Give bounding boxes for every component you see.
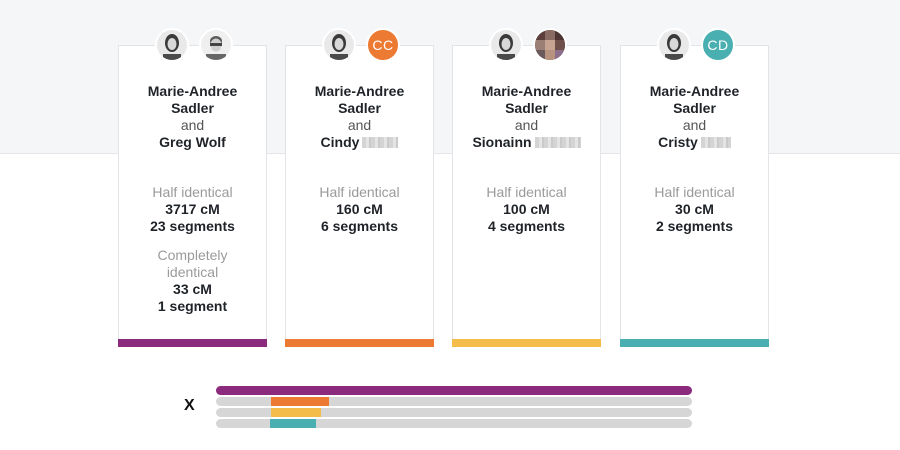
shared-segment-1-1 [216, 386, 692, 395]
match-names: Marie-Andree Sadler and Greg Wolf [123, 83, 262, 151]
avatar-marie-andree [322, 28, 356, 62]
avatar-marie-andree [155, 28, 189, 62]
card-accent-bar [118, 339, 267, 347]
half-identical-label: Half identical [486, 184, 567, 200]
sharing-stats: Half identical 3717 cM 23 segments Compl… [123, 184, 262, 315]
half-identical-cm: 160 cM [336, 201, 383, 217]
person1-name-line1: Marie-Andree [147, 83, 238, 99]
person2-name-row: Cindy [290, 134, 429, 151]
avatar-pair: CC [286, 28, 433, 64]
redacted-surname [700, 137, 731, 148]
avatar-initials-cc: CC [366, 28, 400, 62]
completely-identical-segments: 1 segment [157, 298, 228, 314]
conjunction: and [514, 117, 539, 133]
shared-segment-4-1 [269, 419, 316, 428]
match-card-greg-wolf[interactable]: Marie-Andree Sadler and Greg Wolf Half i… [118, 28, 267, 347]
match-names: Marie-Andree Sadler and Cindy [290, 83, 429, 151]
person1-name-line2: Sadler [171, 100, 214, 116]
card-accent-bar [452, 339, 601, 347]
match-card-cindy[interactable]: CC Marie-Andree Sadler and Cindy Half id… [285, 28, 434, 347]
completely-identical-cm: 33 cM [173, 281, 212, 297]
chromosome-track-3 [216, 408, 692, 417]
avatar-pixelated-photo [533, 28, 567, 62]
half-identical-label: Half identical [152, 184, 233, 200]
shared-segment-2-1 [270, 397, 329, 406]
card-accent-bar [285, 339, 434, 347]
half-identical-segments: 2 segments [655, 218, 734, 234]
chromosome-track-1 [216, 386, 692, 395]
completely-identical-label-line1: Completely [157, 247, 228, 263]
avatar-pair [453, 28, 600, 64]
avatar-pair: CD [621, 28, 768, 64]
half-identical-cm: 100 cM [503, 201, 550, 217]
sharing-stats: Half identical 30 cM 2 segments [625, 184, 764, 235]
person2-name: Sionainn [472, 134, 532, 150]
person2-name-row: Sionainn [457, 134, 596, 151]
half-identical-cm: 3717 cM [165, 201, 220, 217]
person1-name-line2: Sadler [338, 100, 381, 116]
person1-name-line1: Marie-Andree [481, 83, 572, 99]
redacted-surname [534, 137, 581, 148]
completely-identical-label-line2: identical [166, 264, 219, 280]
half-identical-label: Half identical [654, 184, 735, 200]
match-card-cristy[interactable]: CD Marie-Andree Sadler and Cristy Half i… [620, 28, 769, 347]
person2-name: Cindy [320, 134, 360, 150]
conjunction: and [682, 117, 707, 133]
redacted-surname [362, 137, 399, 148]
chromosome-track-4 [216, 419, 692, 428]
conjunction: and [180, 117, 205, 133]
match-names: Marie-Andree Sadler and Cristy [625, 83, 764, 151]
person2-name: Greg Wolf [159, 134, 226, 150]
sharing-stats: Half identical 100 cM 4 segments [457, 184, 596, 235]
person1-name-line1: Marie-Andree [649, 83, 740, 99]
conjunction: and [347, 117, 372, 133]
chromosome-track-2 [216, 397, 692, 406]
person1-name-line1: Marie-Andree [314, 83, 405, 99]
avatar-pair [119, 28, 266, 64]
half-identical-segments: 4 segments [487, 218, 566, 234]
avatar-marie-andree [489, 28, 523, 62]
sharing-stats: Half identical 160 cM 6 segments [290, 184, 429, 235]
person2-name-row: Cristy [625, 134, 764, 151]
avatar-marie-andree [657, 28, 691, 62]
half-identical-segments: 6 segments [320, 218, 399, 234]
match-names: Marie-Andree Sadler and Sionainn [457, 83, 596, 151]
person2-name: Cristy [658, 134, 698, 150]
half-identical-cm: 30 cM [675, 201, 714, 217]
avatar-initials-cd: CD [701, 28, 735, 62]
shared-segment-3-1 [270, 408, 322, 417]
half-identical-label: Half identical [319, 184, 400, 200]
avatar-greg-wolf [199, 28, 233, 62]
chromosome-label: X [184, 397, 195, 414]
half-identical-segments: 23 segments [150, 218, 235, 234]
person1-name-line2: Sadler [673, 100, 716, 116]
person1-name-line2: Sadler [505, 100, 548, 116]
card-accent-bar [620, 339, 769, 347]
match-card-sionainn[interactable]: Marie-Andree Sadler and Sionainn Half id… [452, 28, 601, 347]
